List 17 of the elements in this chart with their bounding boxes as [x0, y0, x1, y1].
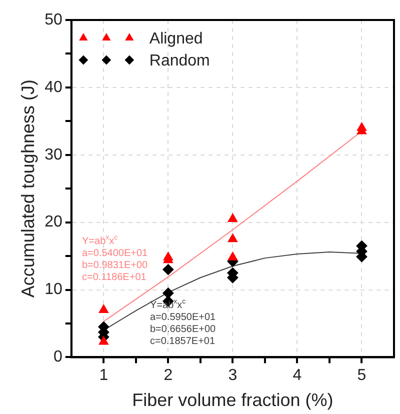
x-tick-label: 3	[228, 367, 238, 384]
y-tick-label: 40	[44, 78, 62, 96]
x-tick-label: 4	[292, 367, 302, 384]
y-tick-label: 50	[44, 11, 62, 28]
x-tick-label: 2	[164, 367, 173, 384]
legend-label: Random	[149, 52, 210, 70]
legend-label: Aligned	[149, 30, 203, 48]
y-tick-label: 0	[53, 348, 62, 366]
x-tick-label: 5	[357, 367, 366, 384]
annotation: Y=ab$^{x}$x$^{c}$ a=0.5400E+01 b=0.9831E+00 c=0.1186E+01	[82, 234, 148, 284]
y-axis-title: Accumulated toughness (J)	[18, 80, 38, 298]
y-tick-label: 10	[44, 281, 62, 298]
y-tick-label: 30	[44, 146, 62, 164]
y-tick-label: 20	[44, 214, 62, 231]
x-axis-title: Fiber volume fraction (%)	[132, 390, 334, 410]
x-tick-label: 1	[99, 367, 108, 384]
annotation: Y=ab$^{x}$x$^{c}$ a=0.5950E+01 b=0.6656E+00 c=0.1857E+01	[150, 298, 216, 348]
